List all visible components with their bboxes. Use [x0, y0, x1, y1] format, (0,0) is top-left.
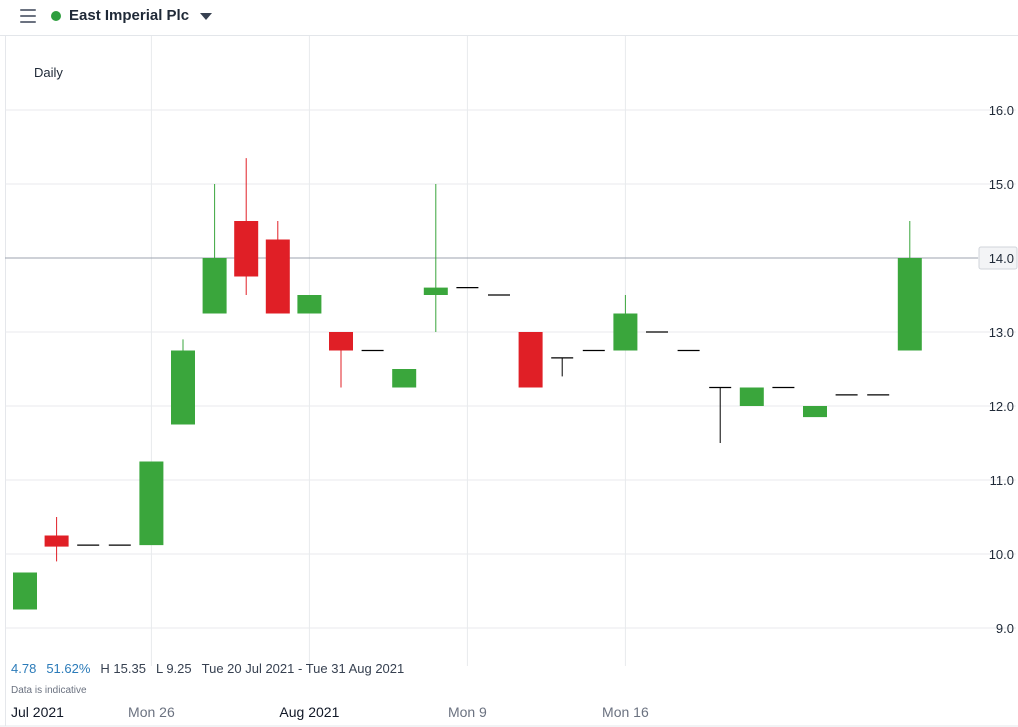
candle-body[interactable]: [171, 350, 195, 425]
period-high: H 15.35: [100, 661, 146, 676]
x-tick-label: Mon 9: [448, 704, 487, 720]
interval-label[interactable]: Daily: [34, 65, 63, 80]
period-low: L 9.25: [155, 661, 192, 676]
current-price-marker: [978, 246, 1018, 270]
date-range: Tue 20 Jul 2021 - Tue 31 Aug 2021: [201, 661, 405, 676]
candle-body[interactable]: [297, 295, 322, 314]
chart-left-border: [5, 36, 6, 726]
candle-body[interactable]: [739, 387, 764, 407]
candlestick-chart[interactable]: 9.0 10.0 11.0 12.0 13.0 15.0 16.0 Jul 2021 Mon 2…: [0, 36, 1018, 727]
candle-body[interactable]: [803, 406, 827, 418]
candle-body[interactable]: [234, 221, 259, 277]
candle-body[interactable]: [613, 313, 638, 351]
candle-body[interactable]: [13, 572, 37, 610]
y-tick-label: 10.0: [989, 547, 1014, 562]
price-summary: 4.78 51.62% H 15.35 L 9.25 Tue 20 Jul 2021 -…: [11, 661, 414, 676]
current-price-label: 14.0: [989, 251, 1014, 266]
market-status-dot: [51, 11, 61, 21]
y-tick-label: 9.0: [996, 621, 1014, 636]
data-disclaimer: Data is indicative: [11, 685, 87, 696]
x-tick-label: Aug 2021: [279, 704, 339, 720]
instrument-name[interactable]: East Imperial Plc: [69, 7, 190, 24]
y-tick-label: 12.0: [989, 399, 1014, 414]
candle-body[interactable]: [139, 461, 164, 546]
x-tick-label: Jul 2021: [11, 704, 64, 720]
chevron-down-icon[interactable]: [200, 13, 212, 20]
candle-body[interactable]: [897, 258, 922, 351]
candle-body[interactable]: [329, 332, 353, 351]
y-tick-label: 11.0: [990, 473, 1014, 488]
candle-body[interactable]: [265, 239, 290, 314]
y-tick-label: 16.0: [989, 103, 1014, 118]
candle-body[interactable]: [518, 332, 543, 388]
chart-header: East Imperial Plc: [0, 0, 1018, 36]
candle-body[interactable]: [392, 369, 417, 388]
candle-body[interactable]: [44, 535, 69, 547]
price-change-percent: 51.62%: [46, 661, 91, 676]
hamburger-menu-icon[interactable]: [20, 9, 36, 23]
x-tick-label: Mon 16: [602, 704, 649, 720]
candle-body[interactable]: [202, 258, 227, 314]
candle-body[interactable]: [423, 287, 448, 295]
y-tick-label: 15.0: [989, 177, 1014, 192]
y-tick-label: 13.0: [989, 325, 1014, 340]
price-change: 4.78: [11, 661, 37, 676]
x-tick-label: Mon 26: [128, 704, 175, 720]
